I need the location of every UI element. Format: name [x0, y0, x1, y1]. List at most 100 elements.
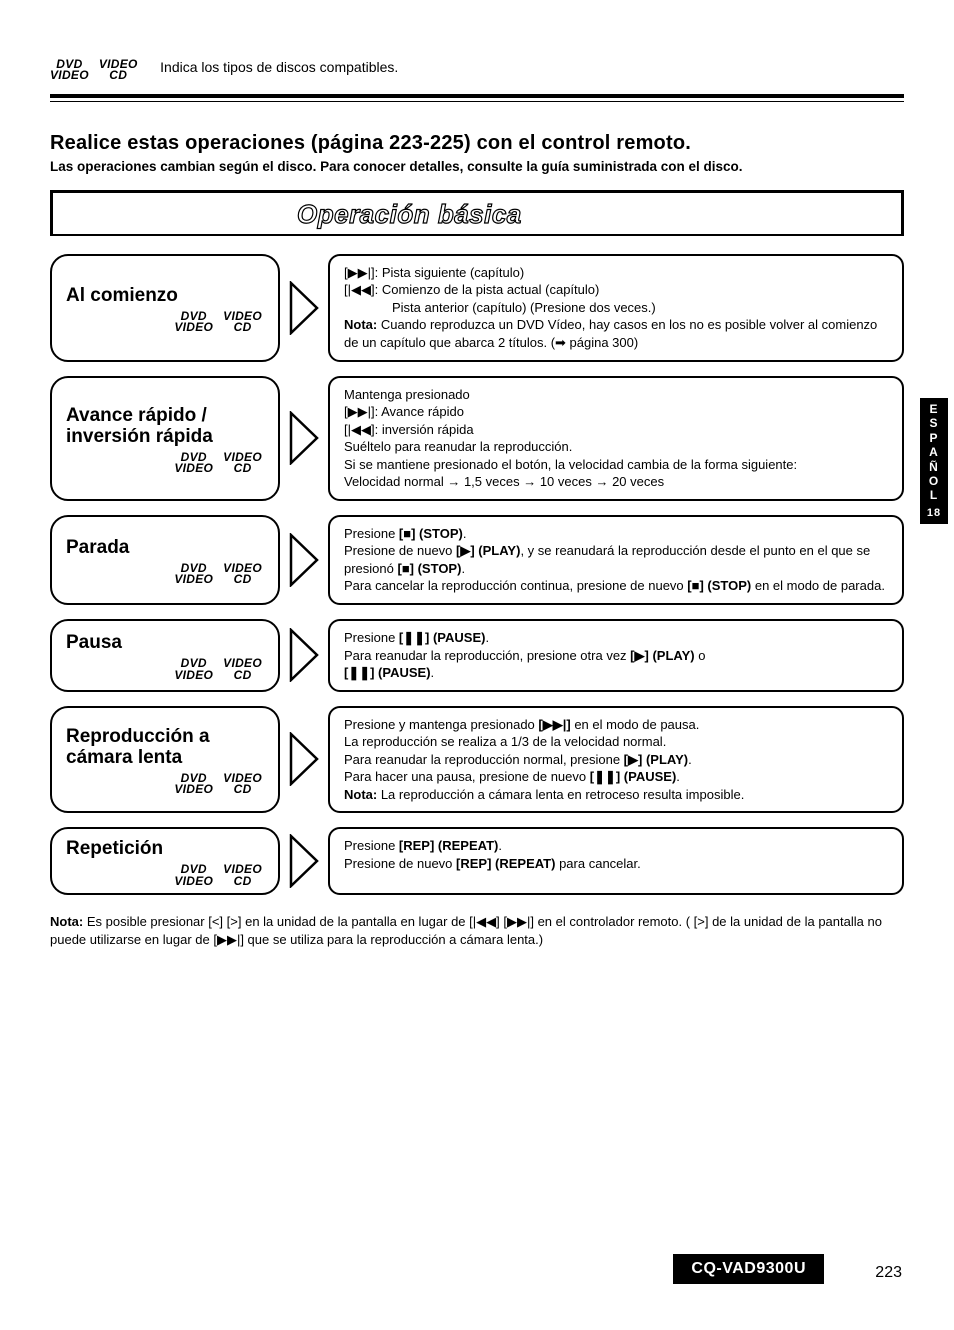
badge-row: DVDVIDEO VIDEOCD [66, 563, 266, 586]
row-avance-rapido: Avance rápido / inversión rápida DVDVIDE… [50, 376, 904, 501]
badge-row: DVDVIDEO VIDEOCD [66, 311, 266, 334]
main-heading: Realice estas operaciones (página 223-22… [50, 132, 904, 155]
model-badge: CQ-VAD9300U [673, 1254, 824, 1284]
badge-row: DVDVIDEO VIDEOCD [66, 452, 266, 475]
t: [▶] (PLAY) [630, 648, 694, 663]
t: . [431, 665, 435, 680]
t: en el modo de pausa. [571, 717, 700, 732]
dvd-video-badge: DVDVIDEO [174, 658, 213, 681]
tab-letter: P [920, 431, 948, 445]
note-label: Nota: [50, 914, 83, 929]
operation-rows: Al comienzo DVDVIDEO VIDEOCD [▶▶|]: Pist… [50, 254, 904, 895]
left-title: Repetición [66, 839, 266, 860]
right-box: Presione [■] (STOP). Presione de nuevo [… [328, 515, 904, 605]
dvd-video-badge: DVDVIDEO [174, 563, 213, 586]
t: [REP] (REPEAT) [456, 856, 555, 871]
dvd-video-badge: DVDVIDEO [50, 59, 89, 82]
tab-letter: L [920, 488, 948, 502]
arrow-icon [288, 827, 320, 895]
row-camara-lenta: Reproducción a cámara lenta DVDVIDEO VID… [50, 706, 904, 814]
left-box: Repetición DVDVIDEO VIDEOCD [50, 827, 280, 895]
t: Presione de nuevo [344, 543, 456, 558]
t: . [688, 752, 692, 767]
t: o [695, 648, 706, 663]
badge-row: DVDVIDEO VIDEOCD [66, 864, 266, 887]
left-box: Al comienzo DVDVIDEO VIDEOCD [50, 254, 280, 362]
line: Pista anterior (capítulo) (Presione dos … [344, 299, 888, 317]
right-box: Presione y mantenga presionado [▶▶|] en … [328, 706, 904, 814]
t: Para cancelar la reproducción continua, … [344, 578, 687, 593]
line: Suéltelo para reanudar la reproducción. [344, 439, 572, 454]
tab-letter: E [920, 402, 948, 416]
left-box: Reproducción a cámara lenta DVDVIDEO VID… [50, 706, 280, 814]
divider-double [50, 94, 904, 102]
note-label: Nota: [344, 317, 377, 332]
tab-letter: Ñ [920, 460, 948, 474]
t: [❚❚] (PAUSE) [590, 769, 677, 784]
arrow-icon [288, 619, 320, 692]
line: Si se mantiene presionado el botón, la v… [344, 457, 797, 472]
t: . [498, 838, 502, 853]
video-cd-badge: VIDEOCD [223, 311, 262, 334]
arrow-icon [288, 515, 320, 605]
arrow-icon [288, 376, 320, 501]
right-box: [▶▶|]: Pista siguiente (capítulo) [|◀◀]:… [328, 254, 904, 362]
right-box: Mantenga presionado [▶▶|]: Avance rápido… [328, 376, 904, 501]
right-box: Presione [REP] (REPEAT). Presione de nue… [328, 827, 904, 895]
left-box: Avance rápido / inversión rápida DVDVIDE… [50, 376, 280, 501]
disc-badges: DVDVIDEO VIDEOCD [50, 59, 138, 82]
t: [■] (STOP) [399, 526, 463, 541]
arrow-icon [288, 254, 320, 362]
line: [▶▶|]: Pista siguiente (capítulo) [344, 265, 524, 280]
video-cd-badge: VIDEOCD [223, 658, 262, 681]
t: Para reanudar la reproducción, presione … [344, 648, 630, 663]
dvd-video-badge: DVDVIDEO [174, 452, 213, 475]
row-pausa: Pausa DVDVIDEO VIDEOCD Presione [❚❚] (PA… [50, 619, 904, 692]
video-cd-badge: VIDEOCD [99, 59, 138, 82]
t: Presione [344, 630, 399, 645]
top-caption: Indica los tipos de discos compatibles. [160, 55, 398, 75]
row-parada: Parada DVDVIDEO VIDEOCD Presione [■] (ST… [50, 515, 904, 605]
line: Velocidad normal → 1,5 veces → 10 veces … [344, 474, 664, 489]
t: [▶] (PLAY) [456, 543, 520, 558]
left-title: Pausa [66, 633, 266, 654]
right-box: Presione [❚❚] (PAUSE). Para reanudar la … [328, 619, 904, 692]
badge-row: DVDVIDEO VIDEOCD [66, 658, 266, 681]
t: [▶] (PLAY) [624, 752, 688, 767]
section-title-bar: Operación básica [50, 190, 904, 236]
top-line: DVDVIDEO VIDEOCD Indica los tipos de dis… [50, 55, 904, 88]
t: para cancelar. [555, 856, 640, 871]
t: [■] (STOP) [687, 578, 751, 593]
t: Presione [344, 838, 399, 853]
left-title: Al comienzo [66, 286, 266, 307]
footer-note: Nota: Es posible presionar [<] [>] en la… [50, 913, 904, 948]
t: Nota: [344, 787, 377, 802]
language-tab: E S P A Ñ O L 18 [920, 398, 948, 524]
t: en el modo de parada. [751, 578, 885, 593]
line: [|◀◀]: Comienzo de la pista actual (capí… [344, 282, 599, 297]
dvd-video-badge: DVDVIDEO [174, 773, 213, 796]
t: . [676, 769, 680, 784]
left-box: Pausa DVDVIDEO VIDEOCD [50, 619, 280, 692]
section-title: Operación básica [297, 199, 522, 230]
t: [■] (STOP) [397, 561, 461, 576]
t: [❚❚] (PAUSE) [344, 665, 431, 680]
t: . [463, 526, 467, 541]
t: Para hacer una pausa, presione de nuevo [344, 769, 590, 784]
sub-heading: Las operaciones cambian según el disco. … [50, 159, 904, 174]
row-al-comienzo: Al comienzo DVDVIDEO VIDEOCD [▶▶|]: Pist… [50, 254, 904, 362]
arrow-icon [288, 706, 320, 814]
left-box: Parada DVDVIDEO VIDEOCD [50, 515, 280, 605]
t: . [485, 630, 489, 645]
row-repeticion: Repetición DVDVIDEO VIDEOCD Presione [RE… [50, 827, 904, 895]
t: . [461, 561, 465, 576]
t: Para reanudar la reproducción normal, pr… [344, 752, 624, 767]
tab-letter: O [920, 474, 948, 488]
t: La reproducción a cámara lenta en retroc… [377, 787, 744, 802]
t: La reproducción se realiza a 1/3 de la v… [344, 734, 666, 749]
t: Presione y mantenga presionado [344, 717, 538, 732]
note-body: Es posible presionar [<] [>] en la unida… [50, 914, 882, 947]
tab-letter: S [920, 416, 948, 430]
video-cd-badge: VIDEOCD [223, 563, 262, 586]
dvd-video-badge: DVDVIDEO [174, 311, 213, 334]
